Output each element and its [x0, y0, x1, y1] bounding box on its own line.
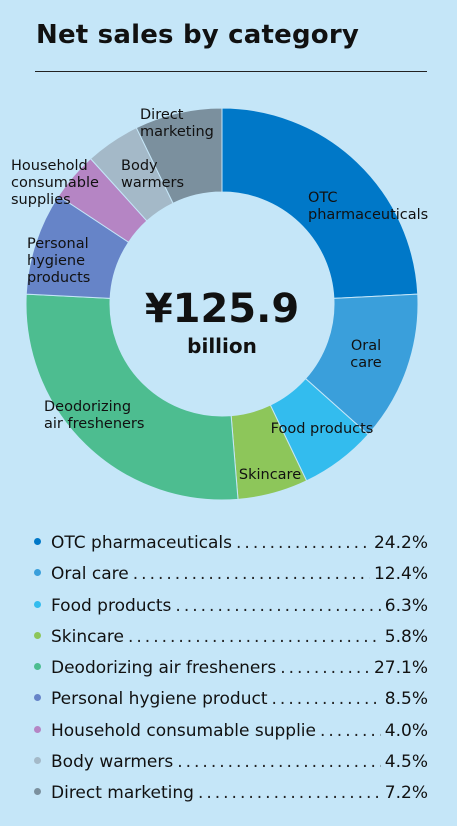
- legend-bullet-icon: [34, 600, 41, 608]
- legend-label: Skincare: [51, 626, 124, 647]
- legend-bullet-icon: [34, 788, 41, 796]
- legend-percent: 24.2%: [373, 533, 428, 553]
- donut-slice-direct-marketing: [135, 107, 223, 204]
- legend-label: Personal hygiene product: [51, 689, 268, 710]
- leader-dots: [272, 689, 381, 709]
- legend-item: Skincare 5.8%: [34, 627, 428, 658]
- slice-labels: OTC pharmaceuticals Oral care Food products S…: [11, 107, 428, 483]
- slice-label-line: Household: [11, 158, 88, 174]
- leader-dots: [175, 596, 380, 616]
- slice-label-line: hygiene: [27, 253, 85, 269]
- slice-label-line: air fresheners: [44, 416, 144, 432]
- title-divider: [35, 71, 427, 72]
- center-total-unit: billion: [187, 334, 257, 358]
- leader-dots: [128, 627, 381, 647]
- slice-label-line: Personal: [27, 236, 89, 252]
- legend-label: Oral care: [51, 564, 129, 585]
- slice-label-line: consumable: [11, 175, 99, 191]
- legend-percent: 27.1%: [373, 658, 428, 679]
- donut-slice-deodorizing-air-fresheners: [25, 293, 239, 501]
- slice-label: Oral care: [350, 338, 382, 371]
- slice-label-line: marketing: [140, 124, 214, 140]
- slice-label-line: products: [27, 270, 90, 286]
- legend-label: OTC pharmaceuticals: [51, 533, 233, 553]
- leader-dots: [236, 533, 370, 553]
- slice-label-line: Food products: [271, 421, 374, 437]
- slice-label-line: Oral: [351, 338, 381, 354]
- leader-dots: [177, 752, 381, 772]
- slice-label-line: pharmaceuticals: [308, 207, 428, 223]
- chart-title: Net sales by category: [36, 20, 360, 50]
- legend-percent: 12.4%: [373, 564, 428, 585]
- legend-item: Household consumable supplie 4.0%: [34, 721, 428, 752]
- leader-dots: [198, 783, 381, 803]
- legend-bullet-icon: [34, 631, 41, 639]
- leader-dots: [133, 564, 370, 584]
- legend-item: Body warmers 4.5%: [34, 752, 428, 783]
- legend-percent: 4.0%: [384, 720, 428, 741]
- slice-label: OTC pharmaceuticals: [308, 190, 428, 223]
- legend-label: Body warmers: [51, 752, 174, 773]
- legend-item: OTC pharmaceuticals 24.2%: [34, 533, 428, 564]
- slice-label-line: care: [350, 355, 382, 371]
- slice-label: Skincare: [239, 467, 301, 483]
- slice-label: Household consumable supplies: [11, 158, 99, 208]
- legend-bullet-icon: [34, 757, 41, 765]
- slice-label-line: Deodorizing: [44, 399, 131, 415]
- leader-dots: [320, 721, 381, 741]
- legend-label: Deodorizing air fresheners: [51, 658, 277, 679]
- slice-label: Personal hygiene products: [27, 236, 90, 286]
- slice-label-line: Body: [121, 158, 158, 174]
- legend-item: Food products 6.3%: [34, 596, 428, 627]
- legend-bullet-icon: [34, 538, 41, 545]
- legend-percent: 4.5%: [384, 752, 428, 773]
- donut-chart: OTC pharmaceuticals Oral care Food products S…: [11, 107, 428, 501]
- legend-item: Personal hygiene product 8.5%: [34, 689, 428, 720]
- center-total-value: ¥125.9: [145, 286, 299, 332]
- legend-bullet-icon: [34, 694, 41, 702]
- slice-label: Deodorizing air fresheners: [44, 399, 144, 432]
- legend-bullet-icon: [34, 569, 41, 577]
- legend-bullet-icon: [34, 725, 41, 733]
- donut-slice-otc-pharmaceuticals: [221, 107, 419, 299]
- legend-percent: 8.5%: [384, 689, 428, 710]
- legend-label: Direct marketing: [51, 783, 194, 804]
- legend-percent: 7.2%: [384, 783, 428, 804]
- slice-label-line: supplies: [11, 192, 71, 208]
- donut-slices: [25, 107, 419, 501]
- legend-item: Oral care 12.4%: [34, 564, 428, 595]
- legend-item: Direct marketing 7.2%: [34, 783, 428, 814]
- legend: OTC pharmaceuticals 24.2% Oral care 12.4% Fo…: [34, 533, 428, 815]
- slice-label-line: Direct: [140, 107, 184, 123]
- slice-label-line: Skincare: [239, 467, 301, 483]
- slice-label: Body warmers: [121, 158, 184, 191]
- legend-label: Food products: [51, 595, 172, 616]
- legend-label: Household consumable supplie: [51, 720, 316, 741]
- legend-percent: 6.3%: [384, 595, 428, 616]
- legend-percent: 5.8%: [384, 626, 428, 647]
- slice-label: Direct marketing: [140, 107, 214, 140]
- legend-bullet-icon: [34, 663, 41, 671]
- slice-label: Food products: [271, 421, 374, 437]
- legend-item: Deodorizing air fresheners 27.1%: [34, 658, 428, 689]
- leader-dots: [280, 658, 370, 678]
- slice-label-line: OTC: [308, 190, 338, 206]
- slice-label-line: warmers: [121, 175, 184, 191]
